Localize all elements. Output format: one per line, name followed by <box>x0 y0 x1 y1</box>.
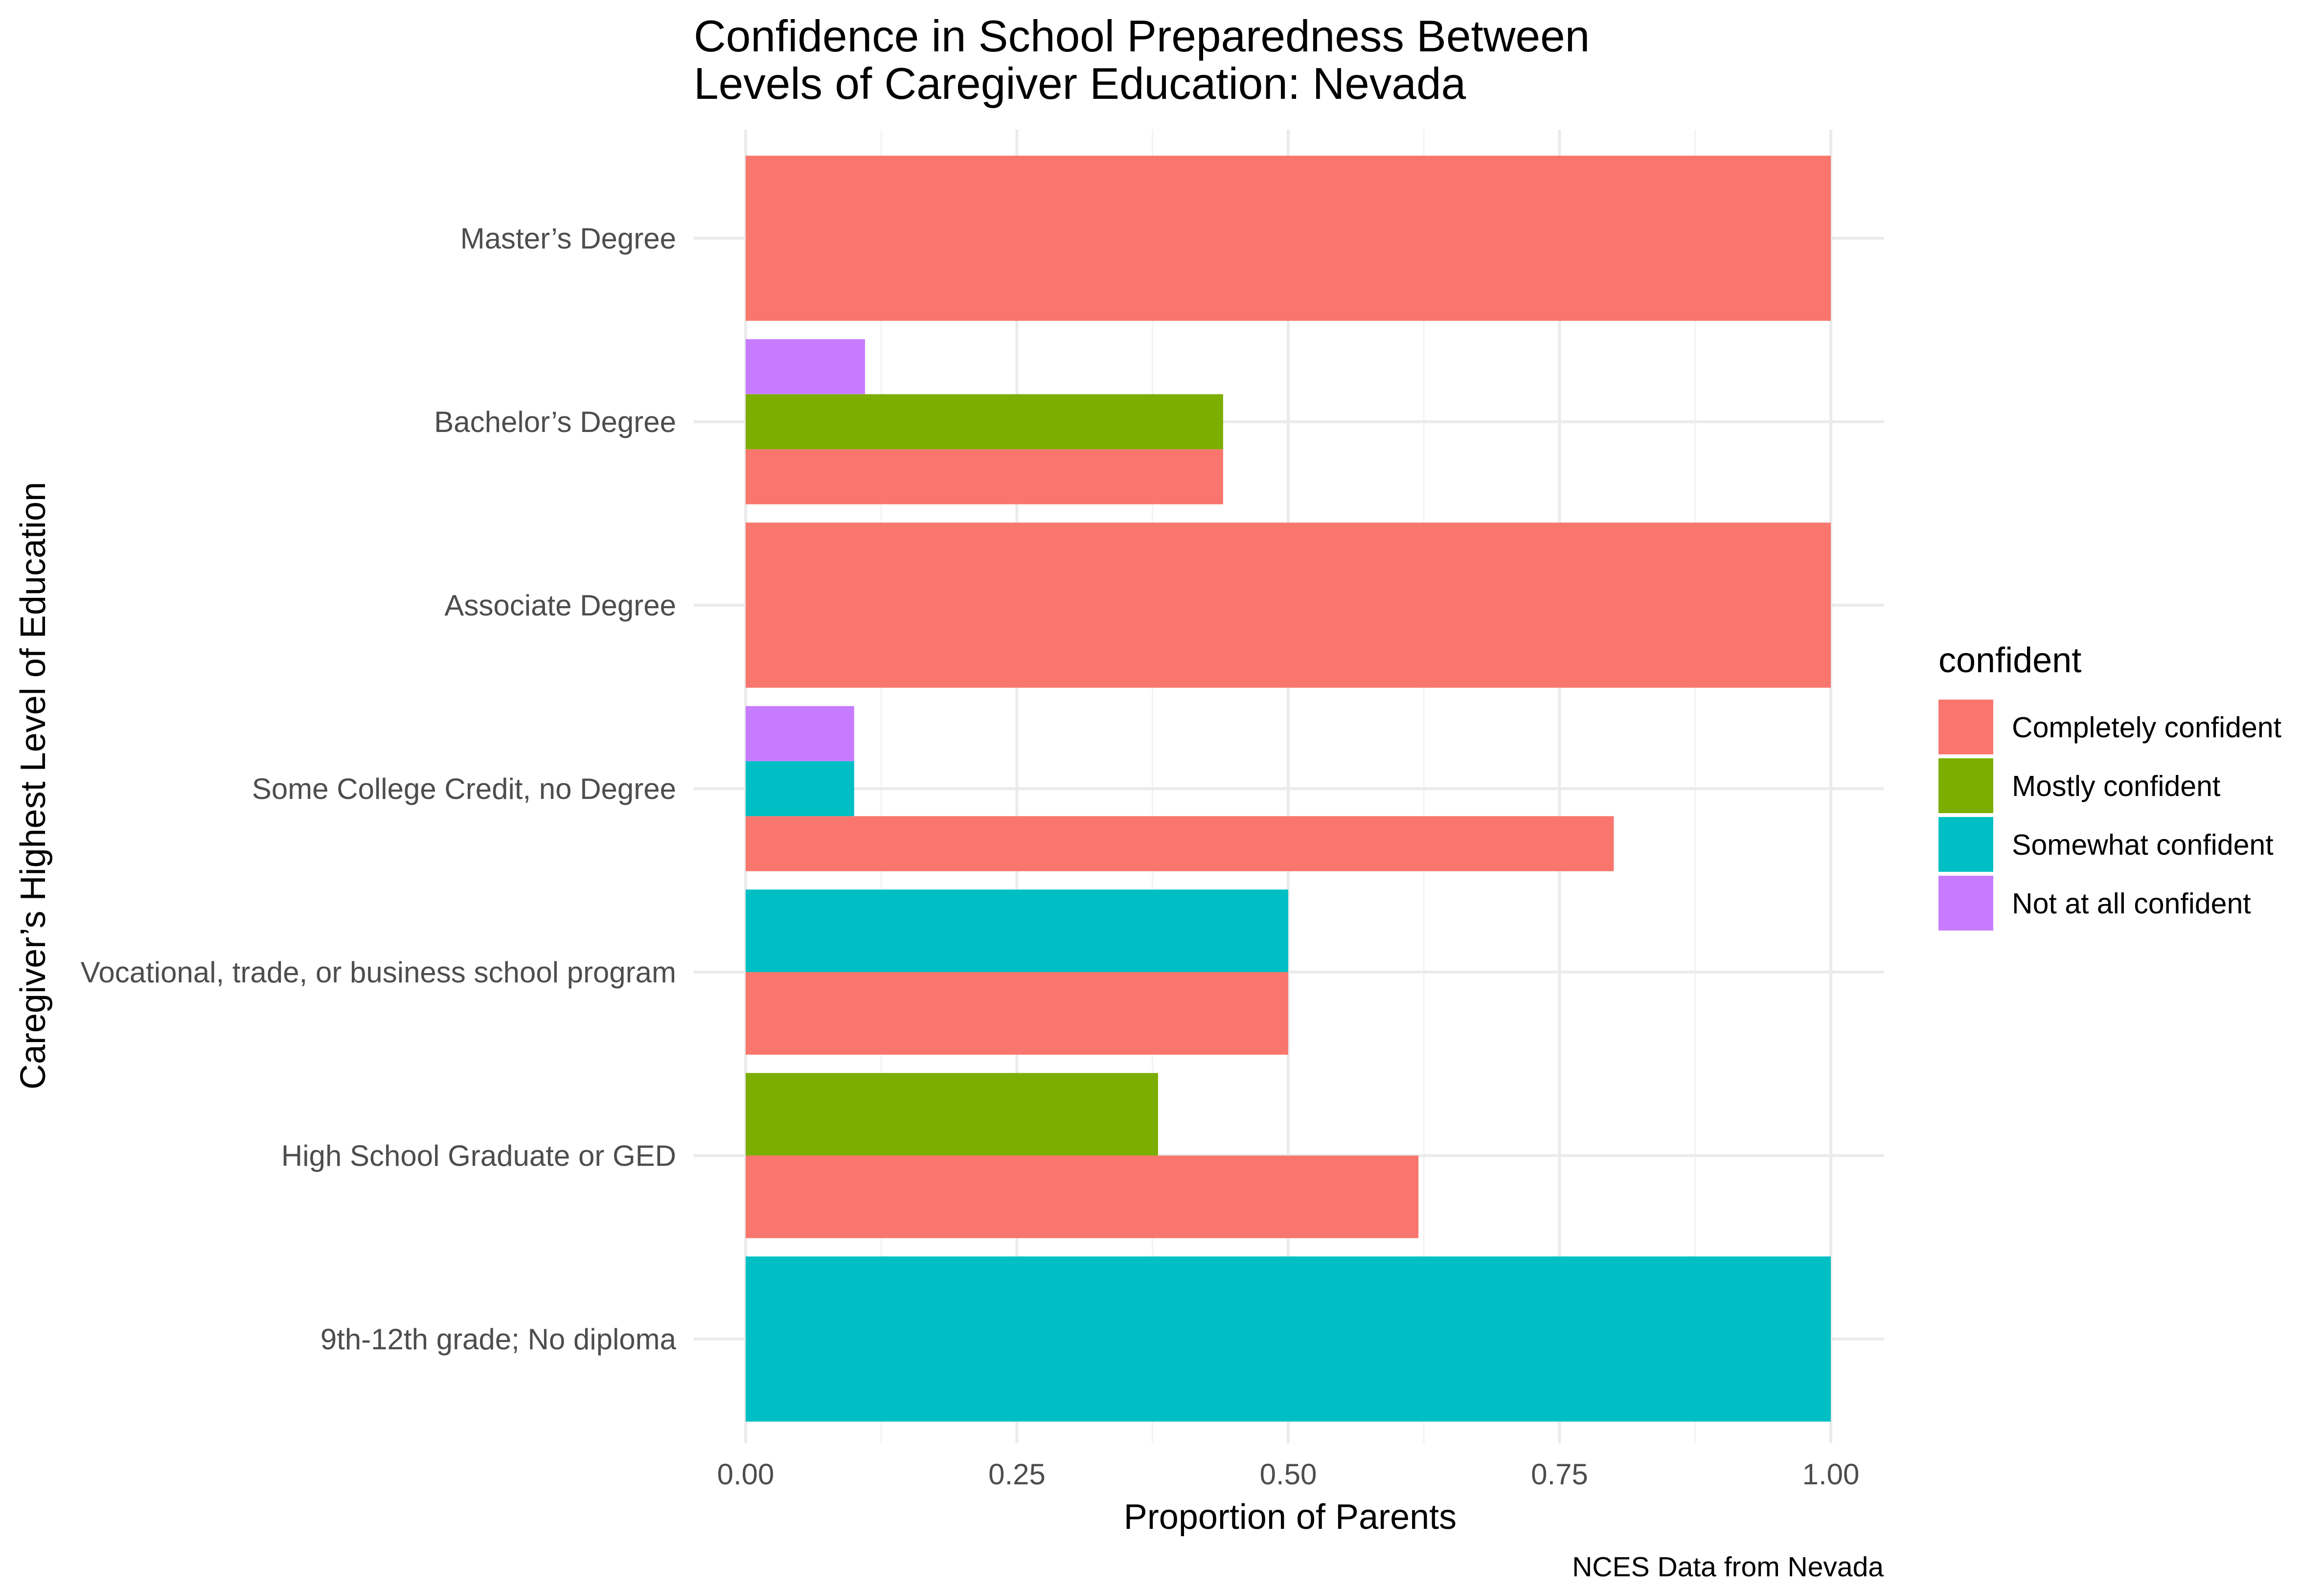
bar-not-at-all-confident-4 <box>746 706 854 761</box>
legend-title: confident <box>1938 641 2081 680</box>
legend-key-somewhat-confident <box>1938 817 1993 872</box>
bar-completely-confident-5 <box>746 972 1288 1055</box>
bar-completely-confident-4 <box>746 816 1614 871</box>
x-tick-label: 0.25 <box>988 1458 1046 1491</box>
legend-label: Mostly confident <box>2012 770 2220 802</box>
x-tick-label: 0.50 <box>1260 1458 1317 1491</box>
legend-key-completely-confident <box>1938 700 1993 754</box>
bar-mostly-confident-2 <box>746 394 1223 450</box>
category-labels: Master’s Degree Bachelor’s Degree Associat… <box>81 222 677 1356</box>
category-label: High School Graduate or GED <box>281 1139 676 1172</box>
bar-mostly-confident-6 <box>746 1073 1158 1156</box>
category-label: Associate Degree <box>444 589 676 622</box>
bar-not-at-all-confident-2 <box>746 339 865 394</box>
x-tick-label: 0.75 <box>1531 1458 1588 1491</box>
bar-somewhat-confident-5 <box>746 889 1288 972</box>
category-label: Vocational, trade, or business school pr… <box>81 956 676 989</box>
legend-label: Somewhat confident <box>2012 829 2274 861</box>
chart-title-line-2: Levels of Caregiver Education: Nevada <box>694 59 1466 109</box>
category-label: 9th-12th grade; No diploma <box>320 1323 677 1356</box>
y-axis-title: Caregiver’s Highest Level of Education <box>14 482 53 1090</box>
x-tick-label: 0.00 <box>717 1458 775 1491</box>
category-label: Some College Credit, no Degree <box>252 772 676 805</box>
chart-title-line-1: Confidence in School Preparedness Betwee… <box>694 12 1590 61</box>
x-tick-labels: 0.00 0.25 0.50 0.75 1.00 <box>717 1458 1860 1491</box>
x-tick-label: 1.00 <box>1802 1458 1860 1491</box>
bar-somewhat-confident-7 <box>746 1256 1831 1422</box>
bar-completely-confident-1 <box>746 156 1831 321</box>
category-label: Master’s Degree <box>460 222 676 255</box>
legend: confident Completely confident Mostly con… <box>1938 641 2281 931</box>
bar-completely-confident-6 <box>746 1156 1419 1238</box>
bar-somewhat-confident-4 <box>746 761 854 817</box>
legend-key-not-at-all-confident <box>1938 876 1993 931</box>
bar-completely-confident-3 <box>746 522 1831 688</box>
bars <box>746 156 1831 1422</box>
x-axis-title: Proportion of Parents <box>1124 1498 1457 1537</box>
category-label: Bachelor’s Degree <box>434 406 676 438</box>
legend-key-mostly-confident <box>1938 758 1993 813</box>
legend-label: Not at all confident <box>2012 887 2251 920</box>
caption: NCES Data from Nevada <box>1572 1551 1884 1583</box>
bar-completely-confident-2 <box>746 449 1223 504</box>
legend-label: Completely confident <box>2012 711 2281 744</box>
